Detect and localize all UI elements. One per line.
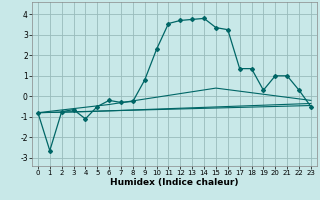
X-axis label: Humidex (Indice chaleur): Humidex (Indice chaleur) — [110, 178, 239, 187]
